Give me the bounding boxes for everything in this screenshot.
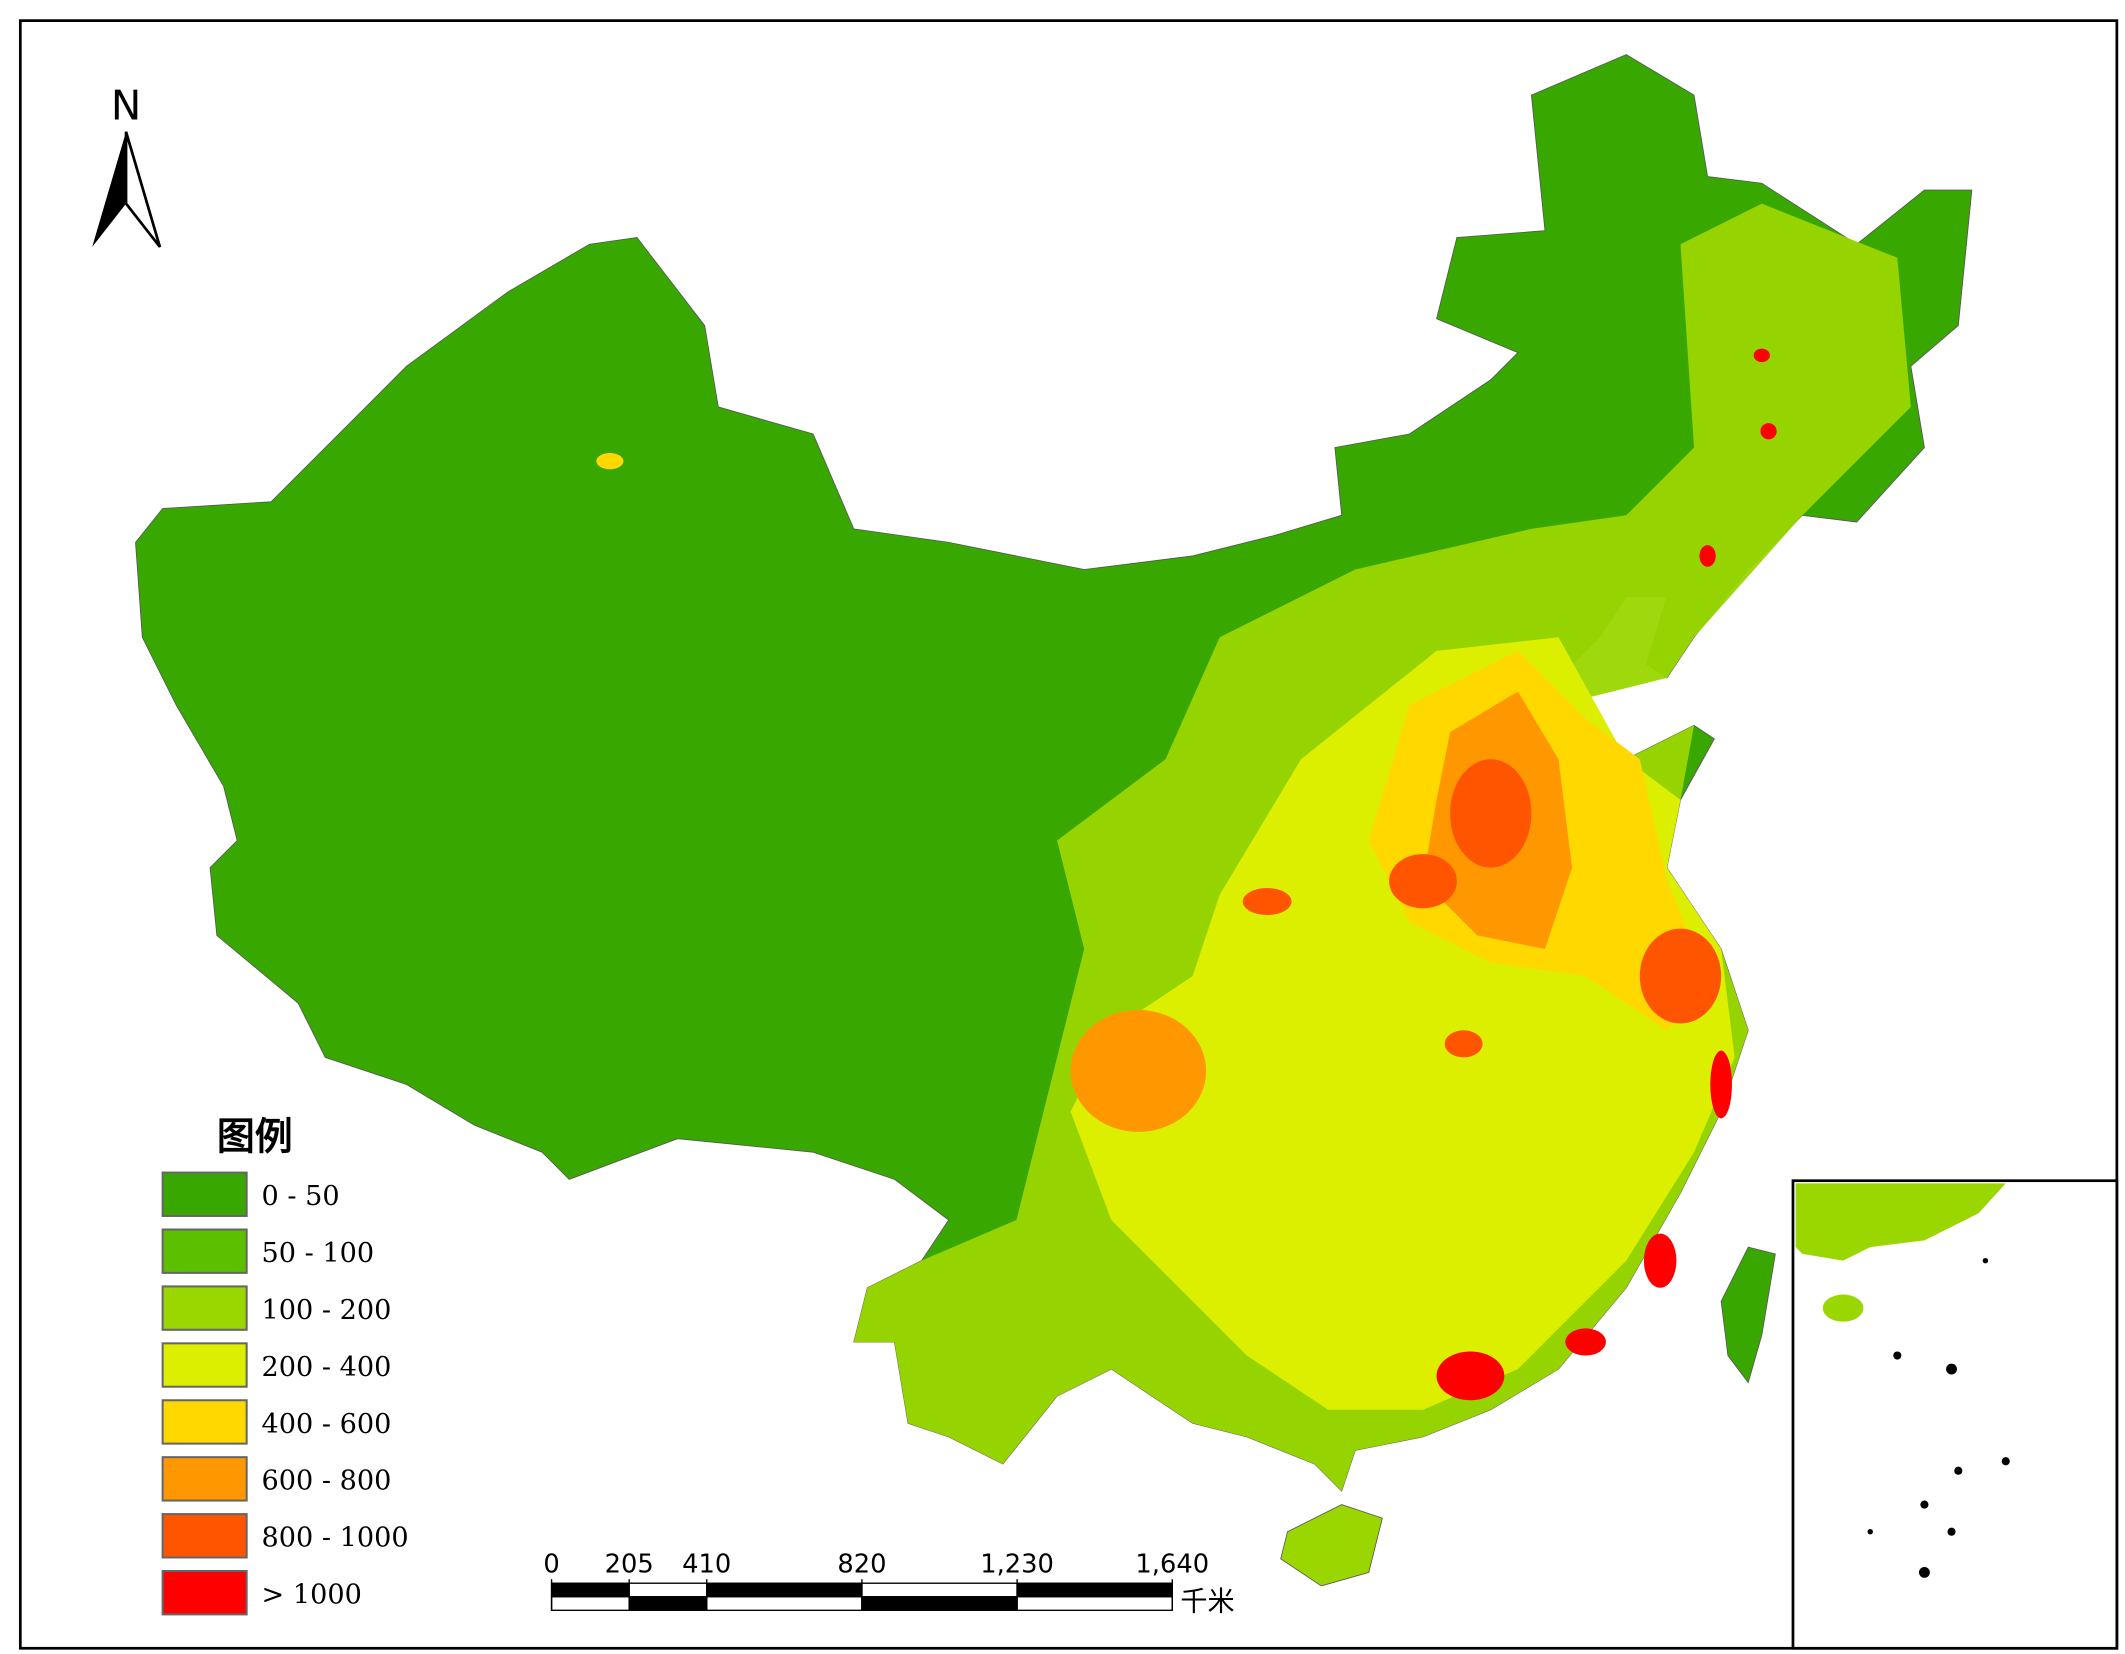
city [1760, 423, 1777, 440]
legend-title: 图例 [217, 1115, 293, 1159]
scale-unit: 千米 [1180, 1586, 1234, 1617]
scale-segment [550, 1596, 630, 1612]
legend-swatch [161, 1399, 248, 1445]
scale-segment [1016, 1596, 1173, 1612]
north-arrow-right [124, 131, 162, 248]
taiwan [1720, 1246, 1776, 1384]
inset-hainan [1822, 1294, 1864, 1322]
scale-segment [706, 1582, 863, 1598]
city [1242, 887, 1292, 916]
scale-tick-label: 0 [543, 1549, 559, 1579]
north-arrow-left [92, 131, 127, 247]
legend-label: 0 - 50 [262, 1181, 340, 1212]
city [1753, 348, 1770, 363]
inset-map [1791, 1179, 2119, 1650]
scale-tick-label: 1,640 [1135, 1549, 1209, 1579]
scale-tick-label: 410 [682, 1549, 731, 1579]
coast-city [1643, 1233, 1677, 1288]
city [596, 452, 624, 470]
scale-segment [628, 1596, 708, 1612]
scale-tick-label: 205 [605, 1549, 654, 1579]
legend-label: > 1000 [262, 1580, 362, 1611]
hainan [1280, 1504, 1383, 1587]
legend-label: 600 - 800 [262, 1466, 392, 1497]
scale-segment [706, 1596, 863, 1612]
north-label: N [111, 82, 141, 130]
pearl-delta [1436, 1351, 1505, 1401]
city [1699, 545, 1716, 567]
legend-swatch [161, 1513, 248, 1559]
scale-tick-label: 820 [837, 1549, 886, 1579]
scale-tick-label: 1,230 [980, 1549, 1054, 1579]
legend-label: 100 - 200 [262, 1295, 392, 1326]
yangtze-delta [1639, 928, 1722, 1024]
legend-label: 50 - 100 [262, 1238, 375, 1269]
coast-city [1565, 1328, 1606, 1356]
north-arrow: N [92, 82, 162, 248]
inset-islands [1867, 1257, 2010, 1578]
legend-label: 400 - 600 [262, 1409, 392, 1440]
legend-label: 200 - 400 [262, 1352, 392, 1383]
legend-swatch [161, 1228, 248, 1274]
coast-city [1710, 1050, 1732, 1119]
scale-segment [861, 1596, 1018, 1612]
legend: 图例 0 - 50 50 - 100 100 - 200 200 - 400 400 -… [161, 1115, 409, 1616]
legend-label: 800 - 1000 [262, 1523, 409, 1554]
inset-land [1795, 1183, 2006, 1261]
city [1444, 1030, 1483, 1058]
scale-segment [1016, 1582, 1173, 1598]
legend-swatch [161, 1456, 248, 1502]
henan-core [1450, 759, 1532, 868]
country-area [135, 54, 1973, 1587]
scale-segment [861, 1582, 1018, 1598]
scale-bar: 0 205 410 820 1,230 1,640 千米 [543, 1549, 1234, 1617]
legend-swatch [161, 1570, 248, 1616]
legend-swatch [161, 1285, 248, 1331]
legend-swatch [161, 1342, 248, 1388]
plain-core [1389, 854, 1457, 909]
scale-segment [550, 1582, 630, 1598]
sichuan-basin [1070, 1009, 1207, 1132]
scale-segment [628, 1582, 708, 1598]
legend-swatch [161, 1171, 248, 1217]
